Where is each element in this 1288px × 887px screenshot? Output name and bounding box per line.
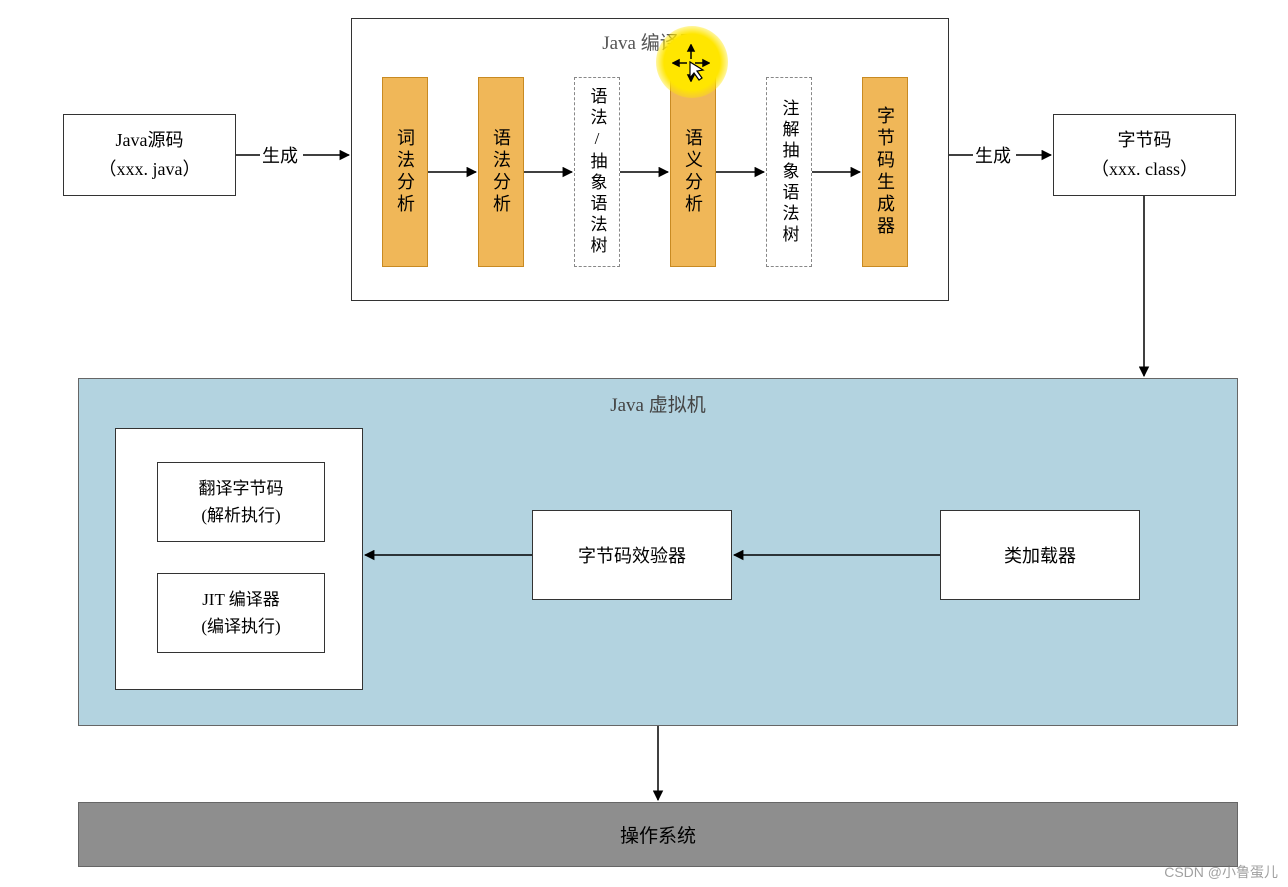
semantic-box: 语义分析 [670,77,716,267]
jvm-title: Java 虚拟机 [78,390,1238,417]
syntax-label: 语法分析 [488,128,514,216]
generate-label-1: 生成 [262,142,298,168]
compiler-title: Java 编译器 [351,28,949,55]
jit-line1: JIT 编译器 [201,586,280,613]
source-line1: Java源码 [99,126,201,155]
interpreter-line2: (解析执行) [199,502,284,529]
jit-line2: (编译执行) [201,613,280,640]
lexical-label: 词法分析 [392,128,418,216]
bytecode-gen-box: 字节码生成器 [862,77,908,267]
syntax-box: 语法分析 [478,77,524,267]
generate-label-2: 生成 [975,142,1011,168]
compiler-container [351,18,949,301]
cursor-icon [672,44,710,89]
source-code-box: Java源码 （xxx. java） [63,114,236,196]
interpreter-line1: 翻译字节码 [199,475,284,502]
classloader-label: 类加载器 [1004,542,1076,568]
lexical-box: 词法分析 [382,77,428,267]
semantic-label: 语义分析 [680,128,706,216]
os-label: 操作系统 [620,821,696,848]
os-box: 操作系统 [78,802,1238,867]
bytecode-line1: 字节码 [1091,126,1198,155]
ast-label: 语法/抽象语法树 [585,87,610,257]
watermark: CSDN @小鲁蛋儿 [1164,862,1278,882]
bytecode-box: 字节码 （xxx. class） [1053,114,1236,196]
ast-box: 语法/抽象语法树 [574,77,620,267]
bytecode-line2: （xxx. class） [1091,155,1198,184]
verifier-label: 字节码效验器 [578,542,686,568]
annotated-box: 注解抽象语法树 [766,77,812,267]
classloader-box: 类加载器 [940,510,1140,600]
interpreter-box: 翻译字节码 (解析执行) [157,462,325,542]
source-line2: （xxx. java） [99,155,201,184]
annotated-label: 注解抽象语法树 [777,99,802,246]
verifier-box: 字节码效验器 [532,510,732,600]
bytecode-gen-label: 字节码生成器 [872,106,898,238]
jit-box: JIT 编译器 (编译执行) [157,573,325,653]
